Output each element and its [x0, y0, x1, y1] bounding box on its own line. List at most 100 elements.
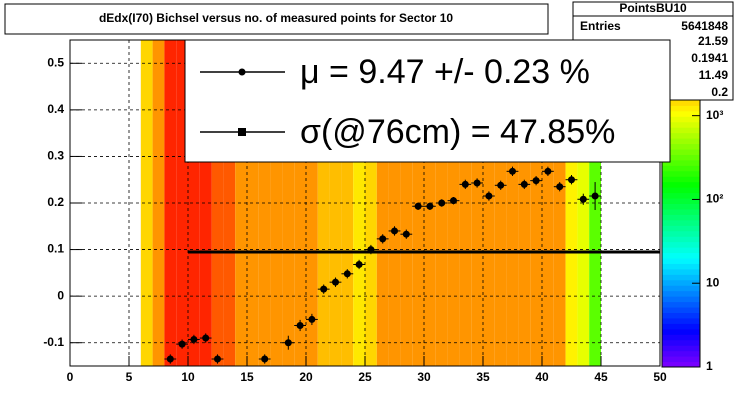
- legend-marker: [238, 68, 246, 76]
- heat-cell: [553, 40, 566, 366]
- heat-cell: [235, 40, 247, 366]
- stats-value: 21.59: [698, 34, 728, 48]
- color-step: [662, 99, 700, 106]
- heat-cell: [494, 40, 507, 366]
- color-step: [662, 110, 700, 117]
- point: [450, 197, 457, 205]
- axes: 0 5 10 15 20 25 30 35 40 45 50 -0.1 0 0.1 0.2 0.3 0.4 0.5: [43, 55, 667, 384]
- color-step: [662, 105, 700, 112]
- point: [320, 285, 328, 293]
- y-tick-label: 0.2: [47, 195, 64, 209]
- color-step: [662, 143, 700, 150]
- point: [166, 355, 174, 363]
- legend-box: [184, 39, 671, 163]
- point: [284, 339, 292, 347]
- point: [579, 195, 587, 203]
- point: [414, 202, 422, 210]
- point: [379, 235, 387, 243]
- point: [532, 177, 540, 185]
- point: [402, 230, 410, 238]
- color-step: [662, 274, 700, 281]
- z-tick-label: 10²: [706, 192, 723, 206]
- color-step: [662, 279, 700, 286]
- point: [591, 192, 599, 200]
- x-tick-label: 15: [240, 370, 254, 384]
- color-step: [662, 263, 700, 270]
- heat-cell: [483, 40, 495, 366]
- color-step: [662, 121, 700, 128]
- stats-values: 21.59 0.1941 11.49 0.2: [691, 34, 728, 99]
- color-step: [662, 334, 700, 341]
- z-tick-label: 10³: [706, 108, 723, 122]
- color-step: [662, 258, 700, 264]
- color-step: [662, 127, 700, 134]
- heat-cell: [565, 40, 578, 366]
- point: [332, 278, 339, 286]
- color-step: [662, 345, 700, 352]
- color-step: [662, 187, 700, 194]
- profile: [164, 166, 660, 364]
- color-step: [662, 361, 700, 368]
- x-tick-label: 35: [476, 370, 490, 384]
- color-step: [662, 116, 700, 123]
- color-step: [662, 328, 700, 335]
- heat-cell: [211, 40, 224, 366]
- color-step: [662, 339, 700, 346]
- color-step: [662, 208, 700, 215]
- color-step: [662, 307, 700, 313]
- heat-cell: [518, 40, 531, 366]
- stats-title: PointsBU10: [619, 1, 687, 15]
- heat-cell: [530, 40, 542, 366]
- color-step: [662, 312, 700, 319]
- legend-marker: [238, 128, 246, 136]
- color-step: [662, 296, 700, 303]
- x-tick-label: 40: [535, 370, 549, 384]
- point: [568, 176, 575, 184]
- x-tick-label: 30: [417, 370, 431, 384]
- point: [497, 181, 505, 189]
- heat-cell: [542, 40, 554, 366]
- z-tick-label: 10: [706, 275, 720, 289]
- heat-cell: [506, 40, 519, 366]
- color-step: [662, 214, 700, 221]
- point: [261, 355, 269, 363]
- color-step: [662, 149, 700, 155]
- color-step: [662, 236, 700, 243]
- heat-cell: [199, 40, 212, 366]
- color-step: [662, 203, 700, 210]
- legend-label: σ(@76cm) = 47.85%: [300, 113, 615, 151]
- heat-cell: [140, 40, 153, 366]
- point: [355, 260, 363, 268]
- point: [296, 321, 304, 329]
- color-step: [662, 350, 700, 357]
- heat-cell: [188, 40, 200, 366]
- title-box: [4, 3, 549, 35]
- stats-value: 11.49: [699, 68, 729, 82]
- point: [473, 179, 481, 187]
- color-step: [662, 198, 700, 204]
- heat-cell: [152, 40, 165, 366]
- point: [461, 180, 469, 188]
- y-tick-label: 0.3: [47, 149, 64, 163]
- x-tick-label: 45: [594, 370, 608, 384]
- point: [308, 315, 316, 323]
- color-step: [662, 176, 700, 183]
- color-step: [662, 165, 700, 172]
- point: [544, 167, 552, 175]
- color-step: [662, 247, 700, 254]
- color-step: [662, 225, 700, 232]
- x-tick-label: 50: [653, 370, 667, 384]
- color-step: [662, 356, 700, 363]
- color-step: [662, 154, 700, 161]
- stats-value: 5641848: [681, 19, 728, 33]
- legend-label: μ = 9.47 +/- 0.23 %: [300, 53, 590, 91]
- x-tick-label: 0: [67, 370, 74, 384]
- color-step: [662, 317, 700, 324]
- heat-cell: [223, 40, 236, 366]
- point: [202, 334, 210, 342]
- point: [391, 227, 398, 235]
- heat-cell: [471, 40, 483, 366]
- y-tick-label: 0.1: [47, 242, 64, 256]
- color-step: [662, 323, 700, 330]
